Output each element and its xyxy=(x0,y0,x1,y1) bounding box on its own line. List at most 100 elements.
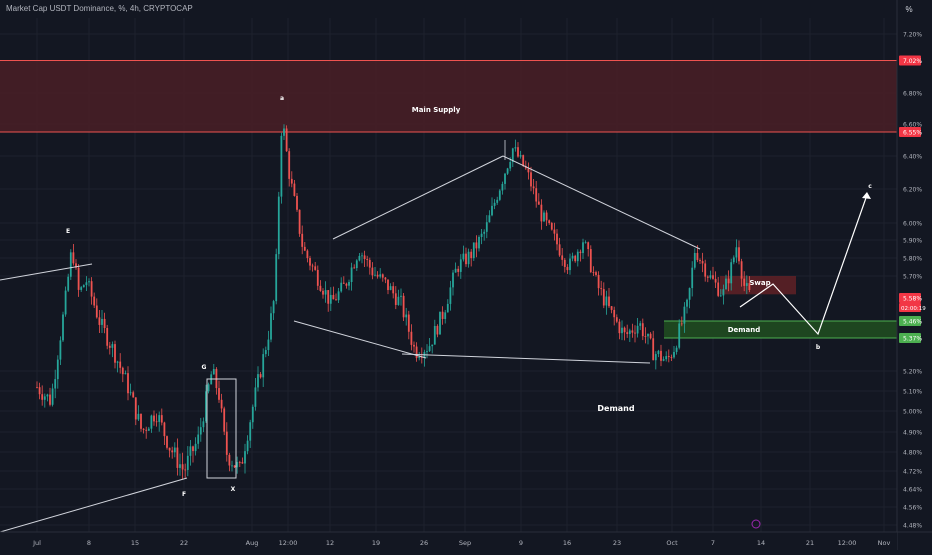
candle-body xyxy=(556,233,558,245)
y-tick-label: 5.20% xyxy=(903,369,922,376)
x-tick-label: Oct xyxy=(666,539,678,547)
candle-body xyxy=(662,359,665,361)
event-marker-icon[interactable] xyxy=(751,519,761,529)
candle-body xyxy=(743,278,746,286)
projection-arrowhead xyxy=(862,192,871,199)
y-tick-label: 4.90% xyxy=(903,430,922,437)
candle-body xyxy=(745,283,748,286)
candle-body xyxy=(553,229,556,234)
candle-body xyxy=(665,356,668,360)
candle-body xyxy=(155,421,158,423)
candle-body xyxy=(654,354,657,361)
candle-body xyxy=(566,266,569,271)
candle-body xyxy=(397,296,400,305)
candle-body xyxy=(316,269,319,286)
candle-body xyxy=(667,356,670,358)
candle-body xyxy=(727,278,730,284)
candle-body xyxy=(275,254,278,302)
x-tick-label: 8 xyxy=(87,539,91,547)
candle-body xyxy=(38,387,41,395)
x-tick-label: Sep xyxy=(459,539,471,547)
x-tick-label: Jul xyxy=(32,539,41,547)
candle-body xyxy=(212,368,215,375)
candle-body xyxy=(150,415,153,429)
candle-body xyxy=(579,251,582,254)
wave-label-c: c xyxy=(868,183,872,190)
candle-body xyxy=(615,317,618,322)
candle-body xyxy=(106,327,109,346)
x-tick-label: 23 xyxy=(613,539,621,547)
candle-body xyxy=(223,408,226,432)
x-tick-label: 9 xyxy=(519,539,523,547)
candle-body xyxy=(511,148,514,163)
candle-body xyxy=(480,233,483,237)
candle-body xyxy=(309,258,311,266)
x-tick-label: 12:00 xyxy=(279,539,298,547)
candle-body xyxy=(199,427,202,435)
candle-body xyxy=(522,155,525,167)
x-tick-label: 26 xyxy=(420,539,428,547)
candle-body xyxy=(472,242,475,259)
candle-body xyxy=(569,258,571,271)
countdown-text: 02:00:19 xyxy=(901,306,926,312)
candle-body xyxy=(64,290,67,315)
percent-scale-button[interactable]: % xyxy=(905,5,913,14)
candle-body xyxy=(262,354,265,378)
candle-body xyxy=(77,267,80,290)
candle-body xyxy=(119,361,122,368)
candle-body xyxy=(197,434,200,444)
y-tick-label: 5.70% xyxy=(903,274,922,281)
candle-body xyxy=(647,333,649,337)
candle-body xyxy=(111,344,114,348)
candle-body xyxy=(158,415,161,422)
candle-body xyxy=(686,299,688,307)
price-label-tag xyxy=(899,127,921,137)
candle-body xyxy=(348,282,350,286)
y-tick-label: 6.20% xyxy=(903,187,922,194)
candle-body xyxy=(582,242,584,254)
x-tick-label: 15 xyxy=(131,539,139,547)
y-tick-label: 4.80% xyxy=(903,450,922,457)
candle-body xyxy=(270,313,272,340)
candle-body xyxy=(46,394,49,397)
candle-body xyxy=(628,330,631,334)
candle-body xyxy=(249,422,252,441)
candle-body xyxy=(103,318,106,328)
candle-body xyxy=(400,295,402,297)
candle-body xyxy=(306,250,309,259)
y-tick-label: 4.48% xyxy=(903,523,922,530)
candle-body xyxy=(220,399,223,409)
candle-body xyxy=(571,255,574,259)
candle-body xyxy=(735,247,738,258)
candle-body xyxy=(379,274,382,277)
y-tick-label: 5.90% xyxy=(903,238,922,245)
demand-zone-label: Demand xyxy=(728,326,761,334)
candle-body xyxy=(129,392,132,394)
candle-body xyxy=(683,306,686,324)
candle-body xyxy=(465,253,467,265)
candle-body xyxy=(467,251,470,265)
y-tick-label: 6.40% xyxy=(903,154,922,161)
y-tick-label: 4.72% xyxy=(903,469,922,476)
candle-body xyxy=(641,323,644,337)
candle-body xyxy=(145,429,148,431)
candle-body xyxy=(124,373,127,375)
candle-body xyxy=(706,276,709,278)
candle-body xyxy=(413,344,415,347)
candle-body xyxy=(415,346,418,359)
candle-body xyxy=(506,168,509,174)
candle-body xyxy=(345,283,348,286)
x-tick-label: 19 xyxy=(372,539,380,547)
candle-body xyxy=(670,357,673,358)
candle-body xyxy=(314,266,317,270)
candle-body xyxy=(587,242,590,250)
candle-body xyxy=(228,454,231,466)
x-tick-label: 7 xyxy=(711,539,715,547)
candle-body xyxy=(636,325,639,334)
candle-body xyxy=(283,128,285,136)
candle-body xyxy=(592,272,595,273)
candle-body xyxy=(418,356,421,359)
y-tick-label: 5.80% xyxy=(903,256,922,263)
